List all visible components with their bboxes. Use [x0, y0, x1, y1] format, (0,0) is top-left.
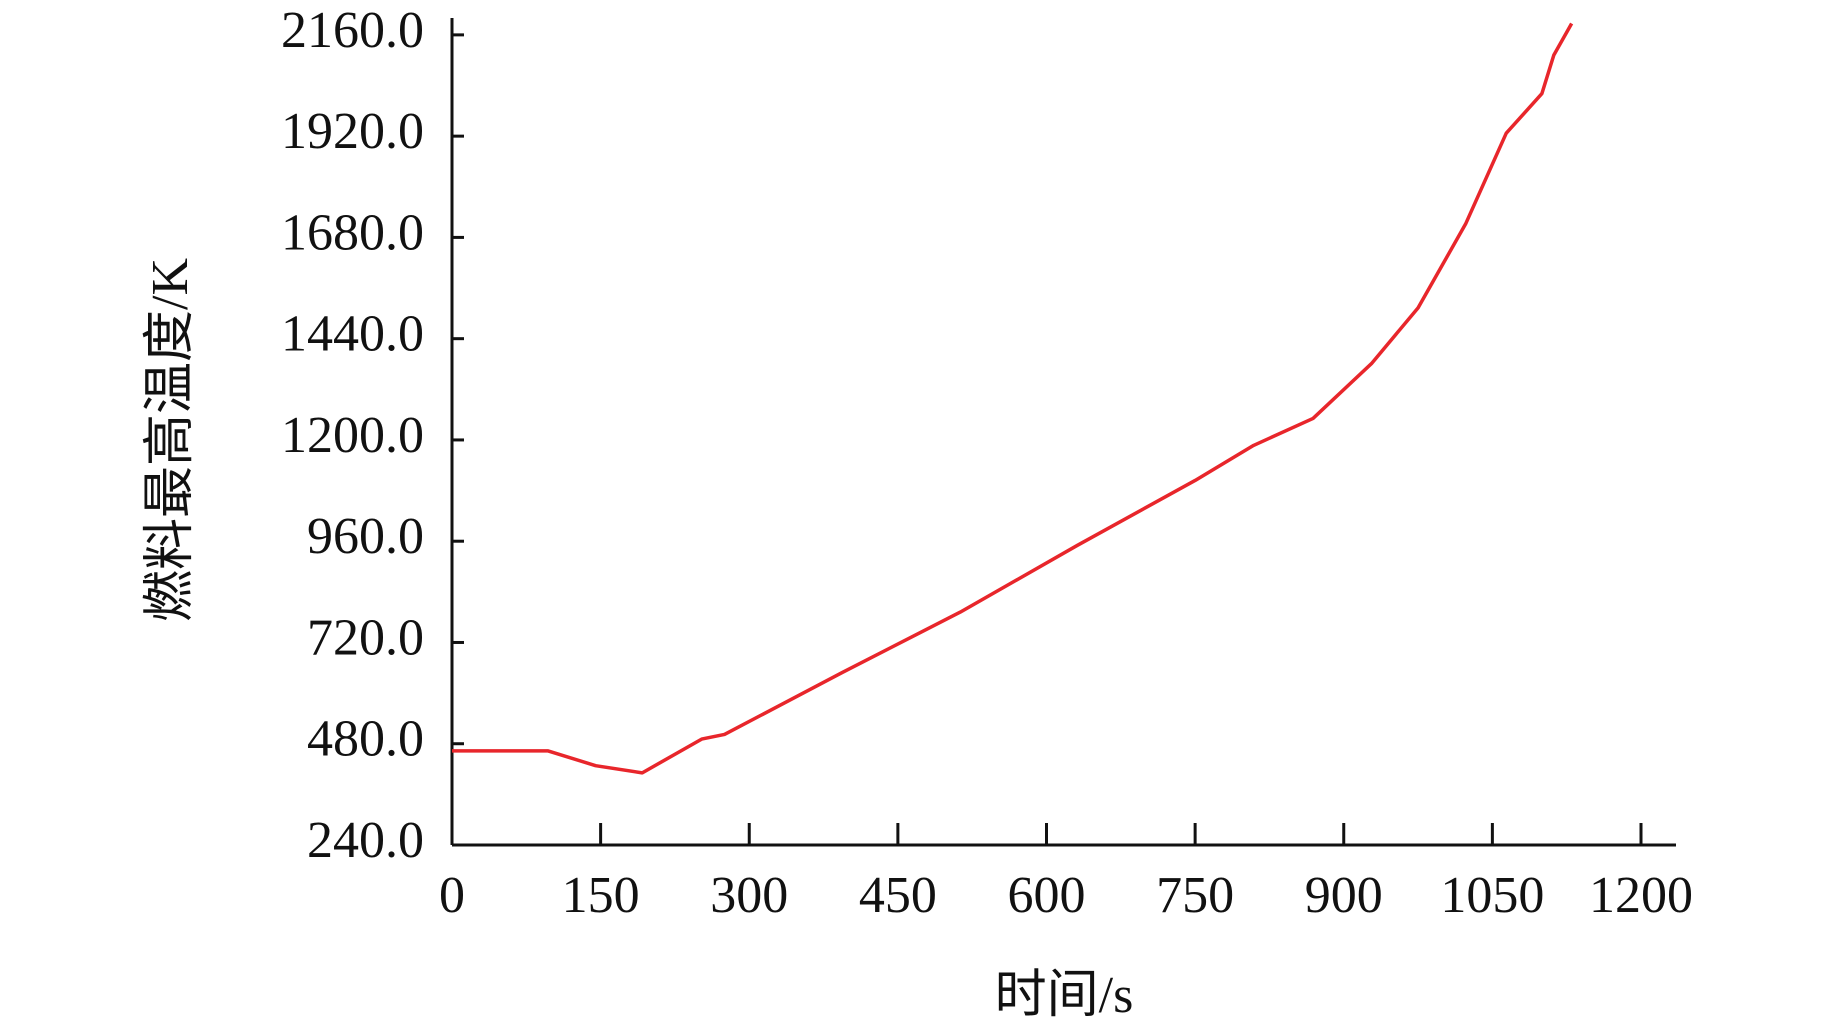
y-tick-label: 720.0 — [307, 609, 424, 666]
x-tick-label: 600 — [1008, 867, 1086, 924]
x-tick-label: 450 — [859, 867, 937, 924]
x-tick-label: 750 — [1156, 867, 1234, 924]
x-tick-label: 900 — [1305, 867, 1383, 924]
y-tick-label: 240.0 — [307, 812, 424, 869]
x-tick-label: 0 — [439, 867, 465, 924]
x-tick-label: 1050 — [1440, 867, 1544, 924]
y-axis-label: 燃料最高温度/K — [142, 258, 199, 622]
x-tick-label: 300 — [710, 867, 788, 924]
y-tick-label: 960.0 — [307, 508, 424, 565]
y-tick-label: 1440.0 — [281, 306, 424, 363]
y-tick-label: 1200.0 — [281, 407, 424, 464]
y-tick-label: 2160.0 — [281, 2, 424, 59]
y-tick-label: 480.0 — [307, 711, 424, 768]
data-line — [452, 22, 1574, 775]
x-tick-label: 1200 — [1589, 867, 1693, 924]
x-tick-label: 150 — [562, 867, 640, 924]
y-tick-label: 1920.0 — [281, 103, 424, 160]
y-tick-label: 1680.0 — [281, 204, 424, 261]
x-axis-label: 时间/s — [995, 967, 1134, 1024]
